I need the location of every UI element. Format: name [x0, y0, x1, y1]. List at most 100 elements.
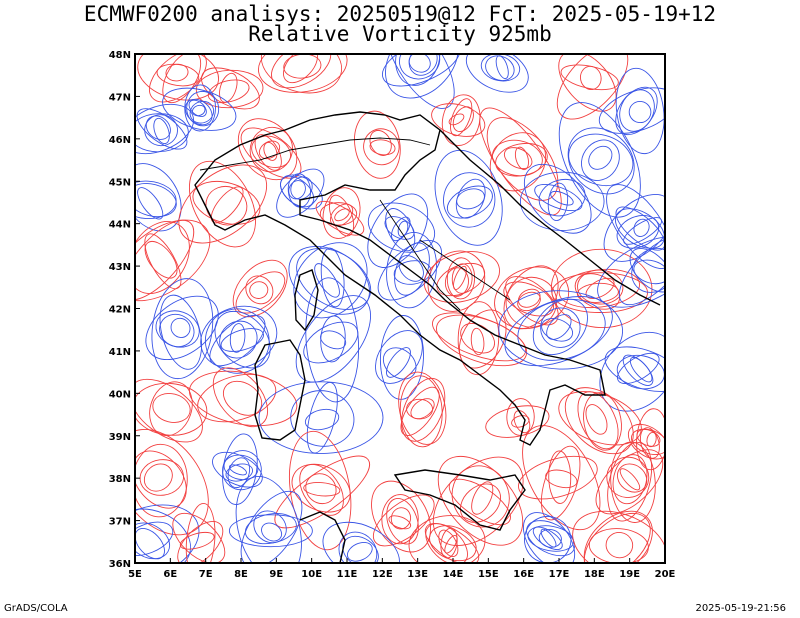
- negative-contour: [398, 255, 424, 282]
- lon-label: 11E: [337, 569, 358, 580]
- positive-contour: [291, 463, 351, 513]
- negative-contour: [485, 55, 515, 81]
- negative-contour: [212, 451, 263, 488]
- negative-contour: [135, 183, 177, 218]
- positive-contour: [363, 128, 400, 166]
- positive-contour: [548, 450, 572, 504]
- positive-contour: [646, 431, 657, 448]
- negative-contour: [522, 512, 576, 563]
- positive-contour: [522, 425, 601, 531]
- positive-contour: [494, 266, 570, 330]
- positive-contour: [577, 391, 619, 450]
- positive-contour: [605, 532, 634, 559]
- negative-contour: [136, 108, 188, 150]
- negative-contour: [240, 490, 303, 563]
- positive-contour: [432, 312, 527, 362]
- positive-contour: [135, 450, 187, 509]
- lat-label: 43N: [109, 262, 131, 273]
- positive-contour: [572, 510, 665, 563]
- negative-contour: [305, 277, 360, 403]
- negative-contour: [135, 508, 191, 563]
- negative-contour: [617, 352, 660, 385]
- negative-contour: [550, 190, 574, 206]
- lon-label: 18E: [584, 569, 605, 580]
- positive-contour: [460, 483, 501, 523]
- negative-contour: [222, 450, 262, 491]
- negative-contour: [320, 330, 347, 350]
- balkan-coast: [439, 129, 661, 306]
- lon-label: 12E: [372, 569, 393, 580]
- positive-contour: [319, 202, 358, 226]
- negative-contour: [546, 314, 572, 340]
- lat-label: 44N: [109, 220, 131, 231]
- positive-contour: [381, 494, 419, 545]
- positive-contour: [556, 54, 629, 120]
- negative-contour: [495, 55, 509, 80]
- negative-contour: [629, 356, 653, 383]
- positive-contour: [144, 240, 178, 279]
- negative-contour: [162, 87, 237, 131]
- lat-label: 47N: [109, 92, 131, 103]
- positive-contour: [583, 392, 622, 451]
- lon-label: 13E: [407, 569, 428, 580]
- negative-contour: [159, 313, 195, 348]
- negative-contour: [170, 317, 191, 338]
- positive-contour: [619, 468, 641, 491]
- positive-contour: [195, 69, 264, 109]
- negative-contour: [258, 381, 384, 454]
- negative-contour: [629, 248, 665, 293]
- positive-contour: [431, 103, 486, 137]
- positive-contour: [610, 441, 656, 523]
- lat-label: 40N: [109, 389, 131, 400]
- negative-contour: [214, 310, 271, 369]
- footer-right: 2025-05-19-21:56: [695, 603, 786, 614]
- positive-contour: [513, 410, 531, 434]
- negative-contour: [151, 278, 214, 380]
- positive-contour: [545, 469, 578, 489]
- lon-label: 7E: [199, 569, 213, 580]
- positive-contour: [177, 521, 224, 563]
- negative-contour: [189, 100, 215, 124]
- negative-contour: [408, 54, 438, 76]
- positive-contour: [427, 250, 486, 312]
- positive-contour: [580, 65, 602, 91]
- map-title-line2: Relative Vorticity 925mb: [248, 22, 552, 46]
- lon-label: 6E: [163, 569, 177, 580]
- positive-contour: [471, 481, 494, 515]
- positive-contour: [156, 63, 200, 87]
- positive-contour: [135, 221, 190, 294]
- positive-contour: [263, 141, 278, 161]
- negative-contour: [135, 113, 189, 153]
- positive-contour: [369, 139, 396, 156]
- lat-label: 48N: [109, 50, 131, 61]
- negative-contour: [455, 178, 486, 219]
- negative-contour: [225, 463, 254, 482]
- positive-contour: [207, 79, 250, 104]
- negative-contour: [204, 308, 270, 374]
- positive-contour: [400, 386, 440, 436]
- lon-labels: 5E 6E 7E 8E 9E 10E 11E 12E 13E 14E 15E 16E 17E 18E 19E…: [128, 569, 675, 580]
- positive-contour: [505, 276, 559, 326]
- negative-contour: [385, 54, 459, 99]
- negative-contour: [184, 98, 213, 126]
- positive-contour: [503, 281, 554, 317]
- positive-contour: [438, 529, 459, 557]
- negative-contour: [538, 528, 562, 548]
- positive-contour: [188, 370, 298, 427]
- positive-contour: [444, 535, 458, 554]
- negative-contour: [547, 182, 569, 222]
- negative-contour: [296, 247, 372, 310]
- positive-contour: [595, 449, 664, 515]
- positive-contour: [636, 429, 661, 447]
- negative-contour: [588, 145, 613, 170]
- negative-contour: [526, 520, 576, 557]
- positive-contour: [518, 455, 598, 500]
- negative-contour: [346, 541, 373, 562]
- negative-contour: [606, 184, 665, 269]
- positive-contour: [491, 139, 543, 177]
- lat-label: 46N: [109, 135, 131, 146]
- negative-contour: [628, 100, 652, 124]
- positive-contour: [585, 404, 608, 435]
- map-title-line1: ECMWF0200 analisys: 20250519@12 FcT: 202…: [83, 2, 717, 26]
- positive-contour: [627, 423, 665, 460]
